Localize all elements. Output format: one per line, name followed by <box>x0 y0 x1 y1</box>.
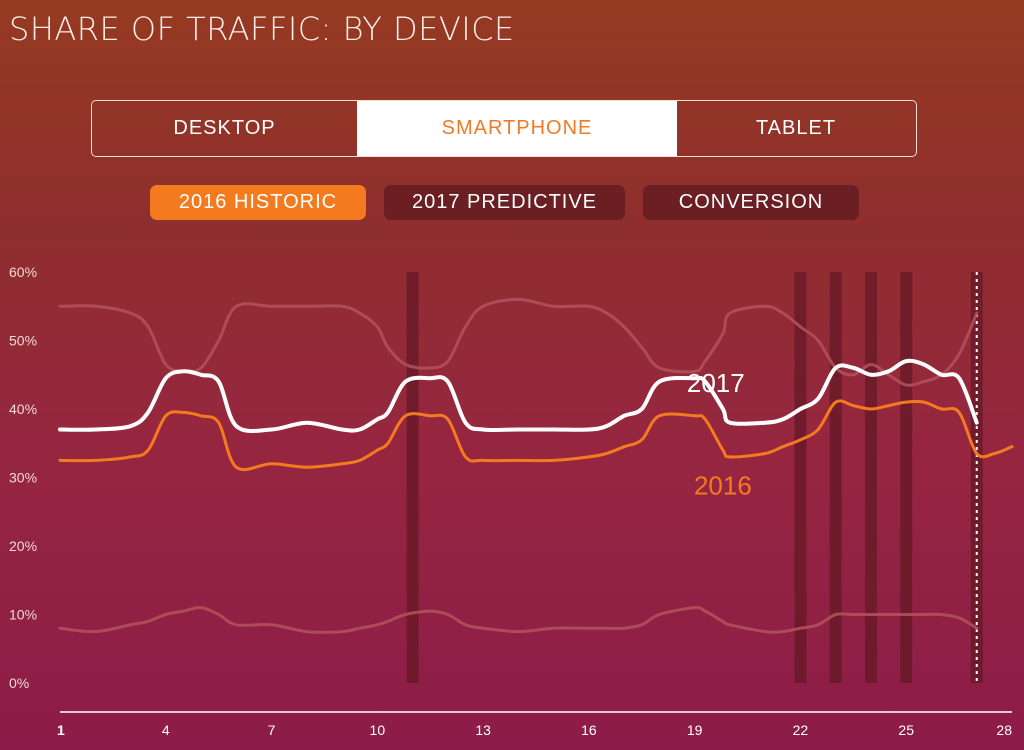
x-tick-label: 25 <box>898 722 914 738</box>
x-tick-label: 28 <box>996 722 1012 738</box>
y-tick-label: 30% <box>9 470 37 486</box>
y-tick-label: 20% <box>9 538 37 554</box>
device-tab-bar: DESKTOP SMARTPHONE TABLET <box>91 100 917 157</box>
x-tick-label: 13 <box>475 722 491 738</box>
highlight-bar-2 <box>829 272 842 683</box>
series-label-2017: 2017 <box>687 368 745 398</box>
pill-2017-predictive[interactable]: 2017 PREDICTIVE <box>384 185 625 220</box>
y-tick-label: 50% <box>9 333 37 349</box>
highlight-bar-4 <box>900 272 913 683</box>
y-tick-label: 40% <box>9 401 37 417</box>
series-line-2017 <box>58 358 979 434</box>
pill-2016-historic[interactable]: 2016 HISTORIC <box>150 185 366 220</box>
x-tick-label: 1 <box>57 722 65 738</box>
tab-desktop[interactable]: DESKTOP <box>173 117 276 139</box>
tab-tablet[interactable]: TABLET <box>755 117 837 139</box>
y-tick-label: 0% <box>9 675 29 691</box>
series-line-faint-3 <box>58 606 979 634</box>
tab-smartphone[interactable]: SMARTPHONE <box>357 101 677 156</box>
x-tick-label: 22 <box>793 722 809 738</box>
series-line-faint-2 <box>58 297 979 387</box>
x-tick-label: 10 <box>370 722 386 738</box>
highlight-bar-0 <box>406 272 419 683</box>
series-line-2016 <box>58 399 1014 472</box>
page-title: SHARE OF TRAFFIC: BY DEVICE <box>9 10 515 48</box>
y-tick-label: 10% <box>9 607 37 623</box>
x-tick-label: 7 <box>268 722 276 738</box>
pill-conversion[interactable]: CONVERSION <box>643 185 859 220</box>
x-tick-label: 16 <box>581 722 597 738</box>
highlight-bar-3 <box>864 272 877 683</box>
highlight-bar-1 <box>794 272 807 683</box>
series-label-2016: 2016 <box>694 471 752 501</box>
x-tick-label: 4 <box>162 722 170 738</box>
x-tick-label: 19 <box>687 722 703 738</box>
y-tick-label: 60% <box>9 264 37 280</box>
